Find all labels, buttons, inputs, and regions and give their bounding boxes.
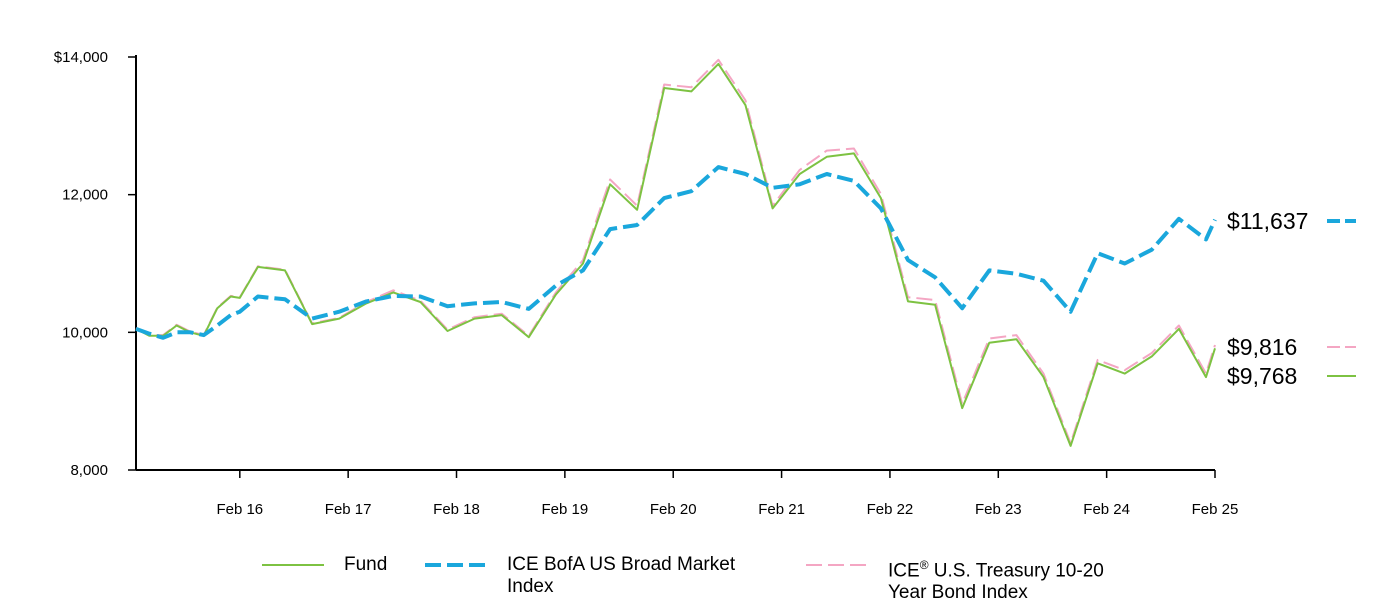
legend-swatch-broad-market xyxy=(425,563,487,567)
x-tick-label: Feb 19 xyxy=(542,501,589,518)
y-tick-label: 8,000 xyxy=(70,462,108,479)
performance-line-chart: $14,000 12,000 10,000 8,000 Feb 16 Feb 17 Feb … xyxy=(54,49,1356,518)
y-tick-label: 12,000 xyxy=(62,187,108,204)
legend-label-broad-market-line2: Index xyxy=(507,576,554,597)
legend-label-treasury-line2: Year Bond Index xyxy=(888,582,1028,604)
series-line-1 xyxy=(135,165,1217,340)
x-tick-label: Feb 18 xyxy=(433,501,480,518)
series-line-0 xyxy=(135,62,1216,447)
legend-item-broad-market: ICE BofA US Broad Market Index xyxy=(425,554,735,598)
legend-label-treasury-line1: ICE® U.S. Treasury 10-20 xyxy=(888,558,1104,582)
legend-label-treasury: ICE® U.S. Treasury 10-20 Year Bond Index xyxy=(888,554,1104,604)
chart-ticks: $14,000 12,000 10,000 8,000 Feb 16 Feb 17 Feb … xyxy=(54,49,1239,518)
y-tick-label: 10,000 xyxy=(62,324,108,341)
series-line-2 xyxy=(135,58,1216,445)
x-tick-label: Feb 17 xyxy=(325,501,372,518)
series-end-labels: $11,637 $9,816 $9,768 xyxy=(1227,208,1356,389)
x-tick-label: Feb 23 xyxy=(975,501,1022,518)
x-tick-label: Feb 20 xyxy=(650,501,697,518)
legend-item-treasury: ICE® U.S. Treasury 10-20 Year Bond Index xyxy=(806,554,1104,604)
legend-label-broad-market: ICE BofA US Broad Market Index xyxy=(507,554,735,598)
legend-label-broad-market-line1: ICE BofA US Broad Market xyxy=(507,554,736,575)
chart-series-lines xyxy=(135,58,1217,447)
legend-swatch-fund xyxy=(262,564,324,566)
chart-legend: Fund ICE BofA US Broad Market Index ICE®… xyxy=(0,554,1396,608)
x-tick-label: Feb 22 xyxy=(867,501,914,518)
x-tick-label: Feb 21 xyxy=(758,501,805,518)
x-tick-label: Feb 25 xyxy=(1192,501,1239,518)
legend-item-fund: Fund xyxy=(262,554,387,576)
y-tick-label: $14,000 xyxy=(54,49,108,66)
legend-label-fund: Fund xyxy=(344,554,388,575)
legend-swatch-treasury xyxy=(806,564,868,566)
x-tick-label: Feb 16 xyxy=(216,501,263,518)
x-tick-label: Feb 24 xyxy=(1083,501,1130,518)
end-label-value: $9,816 xyxy=(1227,334,1297,360)
chart-axes xyxy=(135,55,1215,471)
end-label-value: $9,768 xyxy=(1227,363,1297,389)
end-label-value: $11,637 xyxy=(1227,208,1308,234)
